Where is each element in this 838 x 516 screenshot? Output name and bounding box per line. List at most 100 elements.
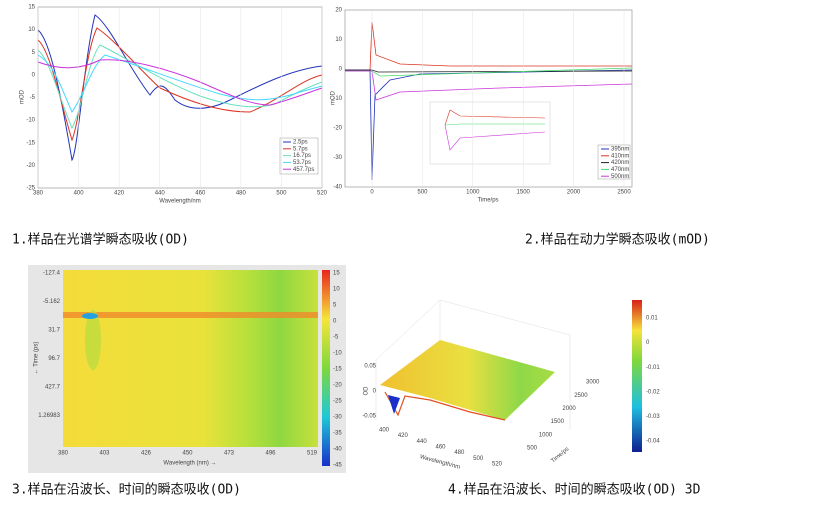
label: 2500 [617, 190, 631, 196]
label: 1000 [466, 190, 480, 196]
label: 500 [276, 191, 287, 197]
label: -0.02 [646, 389, 660, 395]
label: 420 [398, 433, 409, 439]
label: 20 [335, 8, 342, 14]
label: 520 [492, 462, 503, 468]
label: 2.样品在动力学瞬态吸收(mOD) [525, 232, 710, 248]
label: 400 [379, 428, 390, 434]
label: 400 [74, 191, 85, 197]
label: 0 [370, 190, 374, 196]
label: 0.05 [364, 364, 376, 370]
label: 0 [373, 389, 377, 395]
heatmap-feature [82, 313, 98, 319]
label: -25 [333, 399, 342, 405]
label: -45 [333, 463, 342, 469]
label: 1000 [539, 432, 553, 438]
colorbar [322, 270, 330, 466]
label: Wavelength/nm [419, 454, 461, 471]
label: 410nm [611, 153, 629, 159]
label: 5 [333, 303, 337, 309]
label: 395nm [611, 147, 629, 153]
label: 0.01 [646, 316, 658, 322]
label: -35 [333, 431, 342, 437]
label: 5 [32, 50, 36, 56]
label: 3000 [586, 380, 600, 386]
label: -40 [333, 447, 342, 453]
heatmap-feature [85, 310, 101, 370]
label: -30 [333, 415, 342, 421]
label: 440 [417, 439, 428, 445]
label: -5.162 [43, 299, 61, 305]
label: -40 [333, 185, 342, 191]
surface [380, 340, 555, 420]
label: 1500 [517, 190, 531, 196]
label: 380 [33, 191, 44, 197]
label: 519 [307, 451, 318, 457]
label: mOD [331, 90, 337, 105]
label: Wavelength (nm) → [163, 461, 216, 467]
legend-box [597, 144, 631, 180]
label: -10 [333, 351, 342, 357]
surface-edge [384, 391, 506, 421]
label: 0 [32, 72, 36, 78]
label: Wavelength/nm [159, 199, 200, 205]
label: 427.7 [45, 385, 61, 391]
label: 500 [473, 456, 484, 462]
panel-frame [30, 3, 328, 197]
label: -25 [26, 186, 35, 192]
label: 3.样品在沿波长、时间的瞬态吸收(OD) [12, 482, 241, 498]
label: -0.04 [646, 439, 660, 445]
label: -0.05 [362, 414, 376, 420]
surface-dip [388, 395, 400, 414]
label: -15 [26, 140, 35, 146]
label: 470nm [611, 167, 629, 173]
label: OD [364, 386, 370, 396]
label: 2000 [567, 190, 581, 196]
heatmap-band [63, 312, 318, 318]
label: -20 [333, 383, 342, 389]
label: 500 [527, 446, 538, 452]
label: -5 [30, 95, 36, 101]
label: 460 [195, 191, 206, 197]
label: -127.4 [43, 271, 61, 277]
inset-lines [444, 109, 546, 151]
label: 96.7 [48, 356, 60, 362]
label: 53.7ps [293, 160, 311, 166]
label: 520 [317, 191, 328, 197]
label: 5.7ps [293, 146, 308, 152]
label: 480 [236, 191, 247, 197]
label: 420nm [611, 160, 629, 166]
label: 1.26983 [38, 413, 60, 419]
label: 403 [99, 451, 110, 457]
label: ← Time (ps) [34, 342, 40, 375]
colorbar [632, 300, 642, 452]
label: mOD [20, 89, 26, 104]
label: 420 [114, 191, 125, 197]
label: 0 [339, 67, 343, 73]
label: 10 [333, 287, 340, 293]
label: 426 [141, 451, 152, 457]
label: -30 [333, 155, 342, 161]
label: -5 [333, 335, 339, 341]
label: Time/ps [477, 198, 498, 204]
label: 1.样品在光谱学瞬态吸收(OD) [12, 232, 189, 248]
label: 473 [224, 451, 235, 457]
plot-area [344, 9, 633, 188]
label: 450 [182, 451, 193, 457]
label: 10 [335, 37, 342, 43]
label: 2.5ps [293, 140, 308, 146]
label: -20 [26, 163, 35, 169]
heatmap [63, 270, 318, 447]
label: 15 [28, 5, 35, 11]
label: 440 [155, 191, 166, 197]
label: -15 [333, 367, 342, 373]
label: 500 [417, 190, 428, 196]
label: 1500 [551, 419, 565, 425]
label: -10 [333, 96, 342, 102]
kinetics [345, 21, 633, 181]
label: 2500 [574, 393, 588, 399]
label: 380 [58, 451, 69, 457]
label: -0.01 [646, 365, 660, 371]
